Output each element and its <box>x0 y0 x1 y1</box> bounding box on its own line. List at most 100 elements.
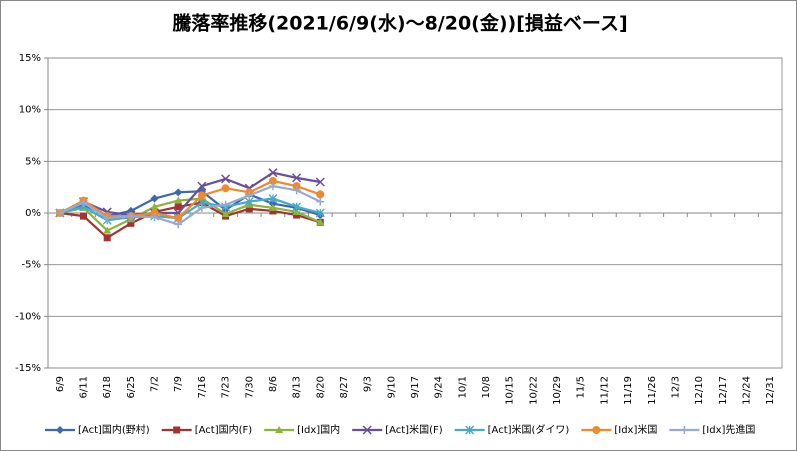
legend-marker <box>173 426 181 434</box>
x-tick-label: 11/12 <box>599 376 610 405</box>
data-point <box>245 205 253 213</box>
chart-title: 騰落率推移(2021/6/9(水)～8/20(金))[損益ベース] <box>171 12 627 35</box>
legend-label: [Act]国内(F) <box>195 423 253 436</box>
x-tick-label: 12/17 <box>718 376 729 405</box>
legend-marker <box>56 426 64 434</box>
x-tick-label: 11/26 <box>647 376 658 405</box>
series-line <box>59 171 321 217</box>
y-tick-label: 0% <box>25 208 41 219</box>
data-point <box>79 198 88 207</box>
legend-marker <box>680 426 689 434</box>
x-tick-label: 6/9 <box>55 376 66 392</box>
x-tick-label: 12/24 <box>741 376 752 405</box>
series-line <box>59 201 321 240</box>
legend-label: [Idx]国内 <box>297 423 340 436</box>
data-point <box>315 177 325 187</box>
x-tick-label: 9/3 <box>363 376 374 392</box>
data-point <box>316 190 325 199</box>
x-tick-label: 8/6 <box>268 376 279 392</box>
data-point <box>103 214 112 223</box>
legend-label: [Act]米国(F) <box>385 423 443 436</box>
legend-label: [Act]米国(ダイワ) <box>488 423 570 436</box>
data-point <box>293 211 301 219</box>
data-point <box>174 196 183 204</box>
x-tick-label: 10/8 <box>481 376 492 398</box>
x-tick-label: 7/23 <box>221 376 232 398</box>
data-point <box>268 203 277 211</box>
legend-label: [Act]国内(野村) <box>78 423 150 436</box>
data-point <box>150 209 159 217</box>
y-tick-label: 10% <box>19 105 41 116</box>
x-tick-label: 6/18 <box>102 376 113 398</box>
data-point <box>150 194 159 203</box>
data-point <box>150 202 159 210</box>
data-point <box>292 202 302 212</box>
x-tick-label: 9/24 <box>434 376 445 398</box>
data-point <box>174 214 183 223</box>
data-point <box>150 213 159 222</box>
y-tick-label: -10% <box>15 311 41 322</box>
x-tick-label: 6/25 <box>126 376 137 398</box>
x-tick-label: 7/30 <box>244 376 255 398</box>
x-tick-label: 11/19 <box>623 376 634 405</box>
data-point <box>316 218 325 226</box>
x-tick-label: 11/5 <box>576 376 587 398</box>
data-point <box>103 234 111 242</box>
data-point <box>174 220 183 229</box>
data-point <box>268 199 277 208</box>
data-point <box>292 207 301 215</box>
data-point <box>221 210 230 218</box>
data-point <box>316 197 325 206</box>
x-tick-label: 7/2 <box>150 376 161 392</box>
x-tick-label: 10/29 <box>552 376 563 405</box>
data-point <box>197 203 206 212</box>
y-tick-label: 5% <box>25 156 41 167</box>
x-tick-label: 10/22 <box>528 376 539 405</box>
legend-marker <box>275 426 284 433</box>
data-point <box>174 203 182 211</box>
x-tick-label: 7/9 <box>173 376 184 392</box>
legend-marker <box>362 425 372 435</box>
data-point <box>245 191 254 200</box>
data-point <box>174 188 183 197</box>
x-tick-label: 12/3 <box>670 376 681 398</box>
series-line <box>59 179 321 220</box>
x-tick-label: 6/11 <box>79 376 90 398</box>
x-tick-label: 10/1 <box>457 376 468 398</box>
data-point <box>292 182 301 191</box>
data-point <box>268 168 278 178</box>
x-tick-label: 8/13 <box>292 376 303 398</box>
data-point <box>269 207 277 215</box>
x-tick-label: 10/15 <box>505 376 516 405</box>
y-tick-label: 15% <box>19 53 41 64</box>
data-point <box>268 182 277 191</box>
data-point <box>221 200 230 209</box>
data-point <box>103 226 112 234</box>
legend-marker <box>592 426 601 434</box>
data-point <box>197 191 206 200</box>
data-point <box>126 212 135 221</box>
data-point <box>268 194 278 203</box>
data-point <box>55 209 64 217</box>
legend-marker <box>465 425 475 435</box>
data-point <box>127 219 135 227</box>
x-tick-label: 9/10 <box>386 376 397 398</box>
data-point <box>80 212 88 220</box>
data-point <box>268 176 277 185</box>
data-point <box>197 181 207 191</box>
y-tick-label: -15% <box>15 363 41 374</box>
data-point <box>221 174 231 184</box>
x-tick-label: 7/16 <box>197 376 208 398</box>
data-point <box>292 186 301 195</box>
data-point <box>315 208 325 218</box>
data-point <box>292 173 302 183</box>
legend-label: [Idx]先進国 <box>702 424 755 436</box>
x-tick-label: 12/31 <box>765 376 776 405</box>
x-tick-label: 8/27 <box>339 376 350 398</box>
data-point <box>221 184 230 193</box>
x-tick-label: 12/10 <box>694 376 705 405</box>
x-tick-label: 9/17 <box>410 376 421 398</box>
y-tick-label: -5% <box>22 260 41 271</box>
x-tick-label: 8/20 <box>315 376 326 398</box>
